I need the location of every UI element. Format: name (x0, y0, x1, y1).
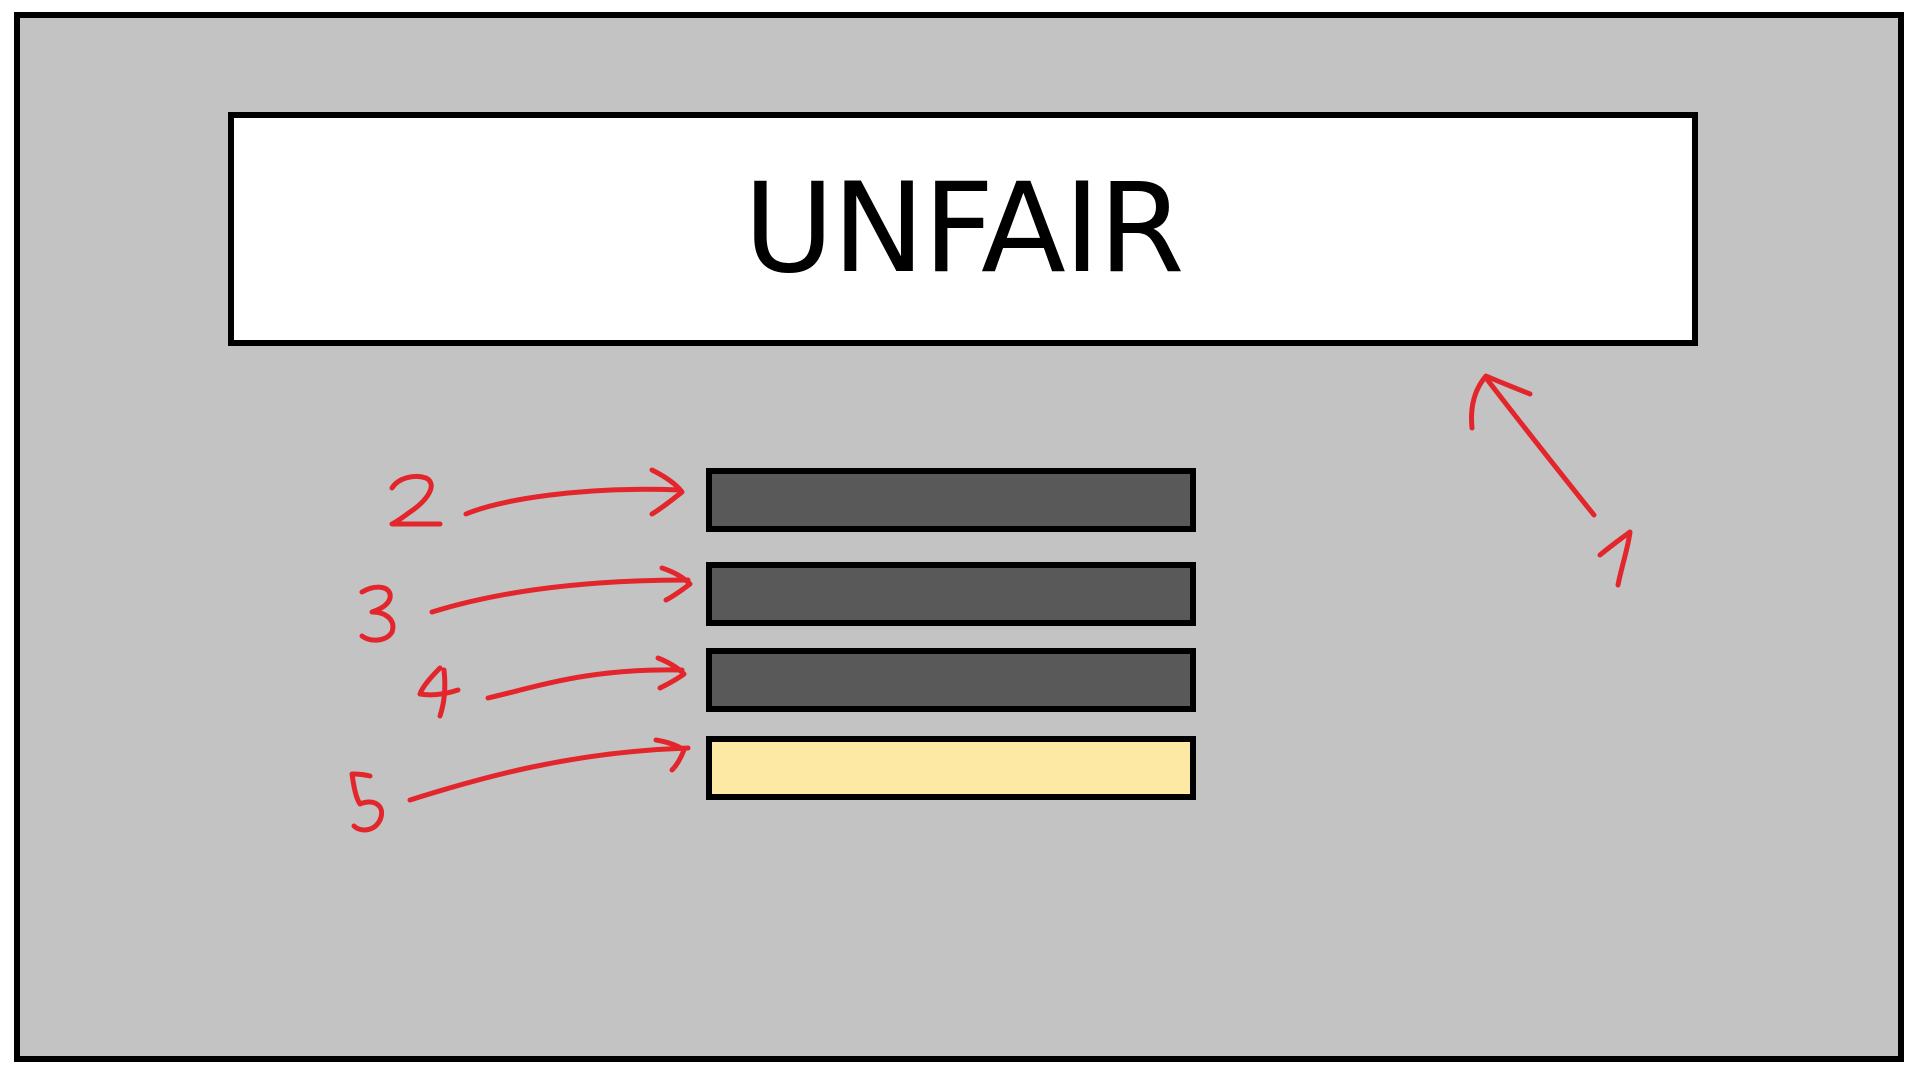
title-box: UNFAIR (228, 112, 1698, 346)
bar-4 (706, 648, 1196, 712)
title-text: UNFAIR (743, 157, 1184, 301)
bar-3 (706, 562, 1196, 626)
bar-5 (706, 736, 1196, 800)
bar-2 (706, 468, 1196, 532)
